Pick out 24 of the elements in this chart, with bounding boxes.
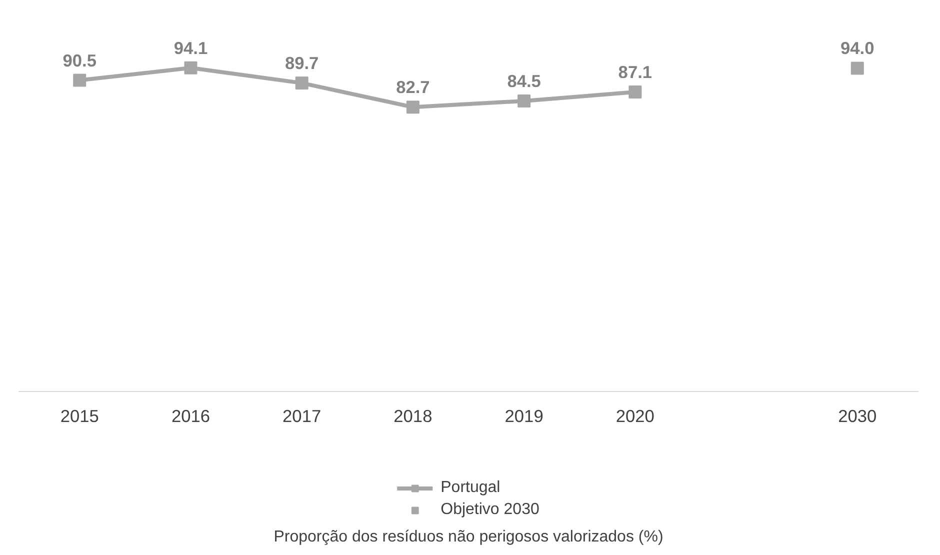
data-label: 94.0	[840, 38, 874, 58]
x-tick-label: 2018	[394, 406, 432, 426]
point	[628, 86, 642, 98]
data-label: 84.5	[507, 70, 542, 91]
data-label: 94.1	[174, 38, 208, 58]
data-label: 82.7	[396, 77, 430, 98]
x-tick-label: 2017	[282, 406, 322, 426]
point	[73, 74, 86, 87]
legend-label: Portugal	[440, 479, 500, 497]
legend-label: Objetivo 2030	[440, 501, 540, 519]
x-tick-label: 2019	[504, 406, 544, 426]
point	[184, 61, 198, 74]
data-label: 89.7	[284, 53, 319, 74]
x-tick-label: 2015	[60, 406, 99, 426]
data-label: 90.5	[62, 50, 97, 70]
data-label: 87.1	[618, 62, 652, 82]
x-tick-label: 2020	[616, 406, 654, 426]
point	[295, 76, 308, 90]
point	[518, 94, 531, 108]
point	[406, 100, 420, 114]
x-tick-label: 2016	[171, 406, 210, 426]
point	[850, 62, 864, 75]
text: Proporção dos resíduos não perigosos valorizados (%)	[274, 528, 664, 546]
x-tick-label: 2030	[838, 406, 877, 426]
